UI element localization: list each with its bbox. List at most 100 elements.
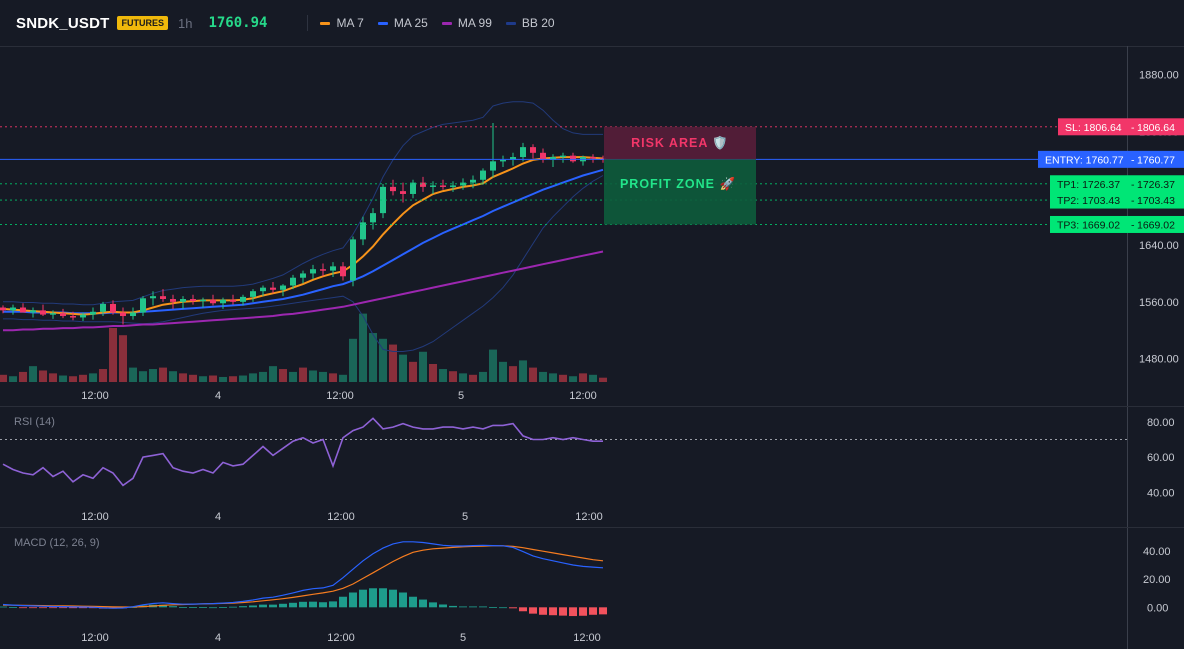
candle bbox=[250, 289, 256, 302]
candle bbox=[40, 304, 46, 317]
candle bbox=[210, 294, 216, 306]
candle-body bbox=[550, 157, 556, 160]
time-label: 12:00 bbox=[327, 511, 355, 523]
volume-bar bbox=[79, 374, 87, 382]
macd-histogram-bar bbox=[49, 607, 57, 609]
candle bbox=[90, 307, 96, 320]
candle-body bbox=[50, 313, 56, 315]
volume-bar bbox=[549, 373, 557, 382]
macd-histogram-bar bbox=[249, 605, 257, 608]
trade-levels bbox=[0, 126, 1127, 225]
macd-histogram-bar bbox=[519, 607, 527, 612]
macd-title: MACD (12, 26, 9) bbox=[14, 537, 100, 549]
volume-bar bbox=[449, 371, 457, 382]
time-label: 4 bbox=[215, 632, 221, 644]
volume-bar bbox=[559, 374, 567, 382]
macd-histogram-bar bbox=[239, 606, 247, 608]
legend-ma7[interactable]: MA 7 bbox=[320, 16, 364, 30]
volume-bar bbox=[49, 373, 57, 382]
macd-histogram-bar bbox=[289, 602, 297, 608]
legend-ma25[interactable]: MA 25 bbox=[377, 16, 428, 30]
candle bbox=[450, 181, 456, 192]
legend-bb20[interactable]: BB 20 bbox=[505, 16, 555, 30]
candle bbox=[230, 294, 236, 305]
rsi-pane[interactable]: RSI (14) 80.00 60.00 40.00 12:00 4 12:00… bbox=[0, 416, 1175, 523]
volume-bar bbox=[229, 376, 237, 382]
candle-body bbox=[420, 182, 426, 187]
macd-histogram-bar bbox=[379, 588, 387, 608]
candle bbox=[60, 308, 66, 319]
macd-pane[interactable]: MACD (12, 26, 9) 40.00 20.00 0.00 12:00 … bbox=[0, 537, 1171, 644]
candle-body bbox=[400, 191, 406, 194]
entry-tag-label: ENTRY: 1760.77 bbox=[1045, 154, 1124, 166]
volume-bar bbox=[319, 371, 327, 382]
entry-tag[interactable]: ENTRY: 1760.77 1760.77 - bbox=[1038, 150, 1184, 168]
risk-area-zone: RISK AREA 🛡️ bbox=[604, 126, 756, 160]
sl-tag[interactable]: SL: 1806.64 1806.64 - bbox=[1058, 118, 1184, 136]
macd-label: 0.00 bbox=[1147, 602, 1168, 614]
tp1-tag-separator: - bbox=[1131, 179, 1135, 191]
candle-body bbox=[440, 185, 446, 187]
macd-histogram-bar bbox=[569, 607, 577, 617]
price-label-1640: 1640.00 bbox=[1139, 240, 1179, 252]
tp2-tag[interactable]: TP2: 1703.43 1703.43 - bbox=[1050, 191, 1184, 209]
rsi-line bbox=[2, 417, 603, 487]
candle-body bbox=[360, 222, 366, 240]
candle bbox=[0, 305, 6, 314]
candle bbox=[540, 148, 546, 163]
candle bbox=[200, 297, 206, 308]
candle-body bbox=[250, 291, 256, 297]
interval-selector[interactable]: 1h bbox=[177, 15, 193, 31]
candle bbox=[400, 182, 406, 203]
candle-body bbox=[100, 303, 106, 312]
time-label: 5 bbox=[460, 632, 466, 644]
rsi-label: 80.00 bbox=[1147, 417, 1175, 429]
candle-body bbox=[140, 298, 146, 313]
candle-body bbox=[170, 299, 176, 302]
candle bbox=[380, 184, 386, 219]
candle-body bbox=[290, 277, 296, 286]
symbol-name[interactable]: SNDK_USDT bbox=[16, 14, 110, 32]
tp1-tag[interactable]: TP1: 1726.37 1726.37 - bbox=[1050, 175, 1184, 193]
volume-bar bbox=[469, 374, 477, 382]
candle-body bbox=[520, 147, 526, 158]
candle bbox=[470, 175, 476, 189]
header-divider bbox=[307, 15, 309, 31]
macd-histogram-bar bbox=[419, 599, 427, 608]
volume-bar bbox=[99, 369, 107, 382]
candle-body bbox=[460, 182, 466, 186]
chart-header: SNDK_USDT FUTURES 1h 1760.94 MA 7 MA 25 … bbox=[0, 0, 1184, 46]
volume-bar bbox=[369, 333, 377, 382]
candle bbox=[480, 168, 486, 185]
volume-bar bbox=[519, 360, 527, 382]
macd-histogram-bar bbox=[579, 607, 587, 616]
candle bbox=[110, 300, 116, 315]
candle-body bbox=[10, 307, 16, 311]
candle bbox=[300, 270, 306, 284]
volume-bar bbox=[189, 374, 197, 382]
volume-bar bbox=[399, 354, 407, 382]
time-axis-main: 12:00 4 12:00 5 12:00 bbox=[81, 390, 597, 402]
candle bbox=[370, 208, 376, 230]
legend-ma25-swatch bbox=[377, 21, 388, 25]
time-label: 12:00 bbox=[326, 390, 354, 402]
volume-bar bbox=[289, 371, 297, 382]
macd-histogram-bar bbox=[539, 607, 547, 615]
candle-body bbox=[220, 299, 226, 304]
volume-bar bbox=[259, 371, 267, 382]
legend-ma99[interactable]: MA 99 bbox=[441, 16, 492, 30]
volume-bars bbox=[0, 313, 607, 382]
volume-bar bbox=[569, 376, 577, 382]
volume-bar bbox=[379, 338, 387, 382]
macd-histogram-bar bbox=[179, 607, 187, 608]
candle-body bbox=[40, 310, 46, 315]
tp2-tag-label: TP2: 1703.43 bbox=[1057, 195, 1120, 207]
macd-histogram-bar bbox=[339, 596, 347, 608]
tp3-tag-separator: - bbox=[1131, 219, 1135, 231]
macd-histogram-bar bbox=[229, 606, 237, 608]
volume-bar bbox=[159, 367, 167, 382]
tp3-tag[interactable]: TP3: 1669.02 1669.02 - bbox=[1050, 215, 1184, 233]
time-label: 4 bbox=[215, 511, 221, 523]
candle bbox=[280, 284, 286, 297]
